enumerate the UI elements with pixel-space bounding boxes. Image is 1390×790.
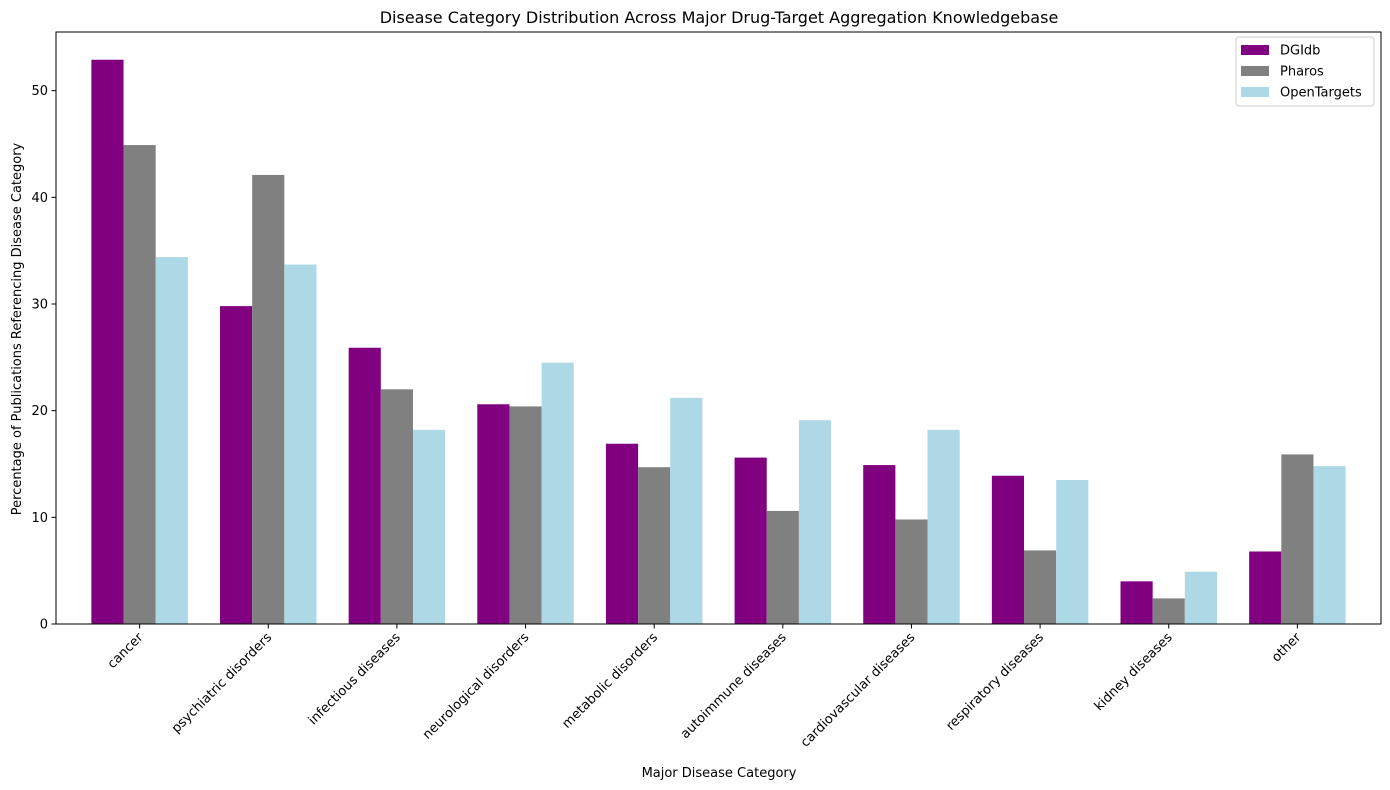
- bar-pharos-0: [123, 145, 156, 624]
- bar-opentargets-5: [798, 420, 832, 624]
- bar-dgidb-6: [863, 465, 896, 624]
- bar-pharos-7: [1024, 550, 1057, 624]
- legend-swatch-pharos: [1241, 66, 1269, 76]
- bar-pharos-8: [1152, 598, 1185, 624]
- bar-opentargets-2: [412, 429, 446, 624]
- y-axis: 0 10 20 30 40 50: [31, 84, 56, 633]
- y-tick-label: 40: [31, 191, 48, 206]
- x-axis: cancer psychiatric disorders infectious di…: [105, 624, 1305, 750]
- bar-dgidb-3: [477, 404, 510, 624]
- legend-swatch-dgidb: [1241, 45, 1269, 55]
- bar-pharos-3: [509, 406, 542, 624]
- legend: DGIdb Pharos OpenTargets: [1235, 36, 1375, 107]
- y-tick-label: 10: [31, 511, 48, 526]
- legend-box: [1235, 36, 1375, 107]
- legend-label-dgidb: DGIdb: [1280, 44, 1320, 59]
- bar-opentargets-3: [541, 362, 574, 624]
- y-tick-label: 30: [31, 298, 48, 313]
- x-axis-label: Major Disease Category: [642, 766, 797, 781]
- bar-pharos-5: [766, 510, 799, 624]
- x-tick-label: neurological disorders: [420, 630, 532, 742]
- y-axis-label: Percentage of Publications Referencing D…: [10, 142, 25, 515]
- x-tick-label: infectious diseases: [306, 630, 404, 728]
- x-tick-label: autoimmune diseases: [678, 630, 790, 742]
- bar-dgidb-9: [1249, 551, 1282, 624]
- y-tick-label: 0: [40, 618, 48, 633]
- bar-opentargets-7: [1056, 480, 1089, 624]
- bar-opentargets-4: [670, 397, 703, 624]
- bar-dgidb-2: [348, 347, 381, 624]
- x-tick-label: respiratory diseases: [943, 630, 1047, 734]
- y-tick-label: 50: [31, 84, 48, 99]
- x-tick-label: other: [1269, 630, 1305, 666]
- bar-dgidb-7: [991, 475, 1025, 624]
- plot-area: [55, 31, 1382, 625]
- bar-pharos-9: [1281, 454, 1314, 624]
- bar-dgidb-5: [734, 457, 767, 624]
- legend-label-pharos: Pharos: [1280, 65, 1324, 80]
- x-tick-label: cancer: [105, 630, 147, 672]
- chart-title: Disease Category Distribution Across Maj…: [380, 8, 1059, 27]
- legend-label-opentargets: OpenTargets: [1280, 86, 1362, 101]
- y-tick-label: 20: [31, 404, 48, 419]
- x-tick-label: psychiatric disorders: [169, 630, 275, 736]
- bar-opentargets-8: [1184, 571, 1217, 624]
- bar-pharos-4: [638, 467, 671, 624]
- x-tick-label: cardiovascular diseases: [798, 630, 918, 750]
- plot-frame: [55, 31, 1382, 625]
- bar-opentargets-9: [1313, 466, 1346, 624]
- legend-swatch-opentargets: [1241, 87, 1269, 97]
- x-tick-label: metabolic disorders: [560, 630, 662, 732]
- bar-dgidb-8: [1120, 581, 1153, 624]
- bar-pharos-1: [252, 174, 285, 624]
- bar-dgidb-4: [605, 443, 639, 624]
- bar-pharos-6: [895, 519, 928, 624]
- bar-opentargets-0: [155, 257, 188, 624]
- bar-pharos-2: [380, 389, 413, 624]
- bar-dgidb-0: [91, 59, 124, 625]
- bar-opentargets-1: [284, 264, 317, 624]
- bar-dgidb-1: [220, 306, 253, 624]
- bar-opentargets-6: [927, 429, 960, 624]
- x-tick-label: kidney diseases: [1092, 630, 1176, 714]
